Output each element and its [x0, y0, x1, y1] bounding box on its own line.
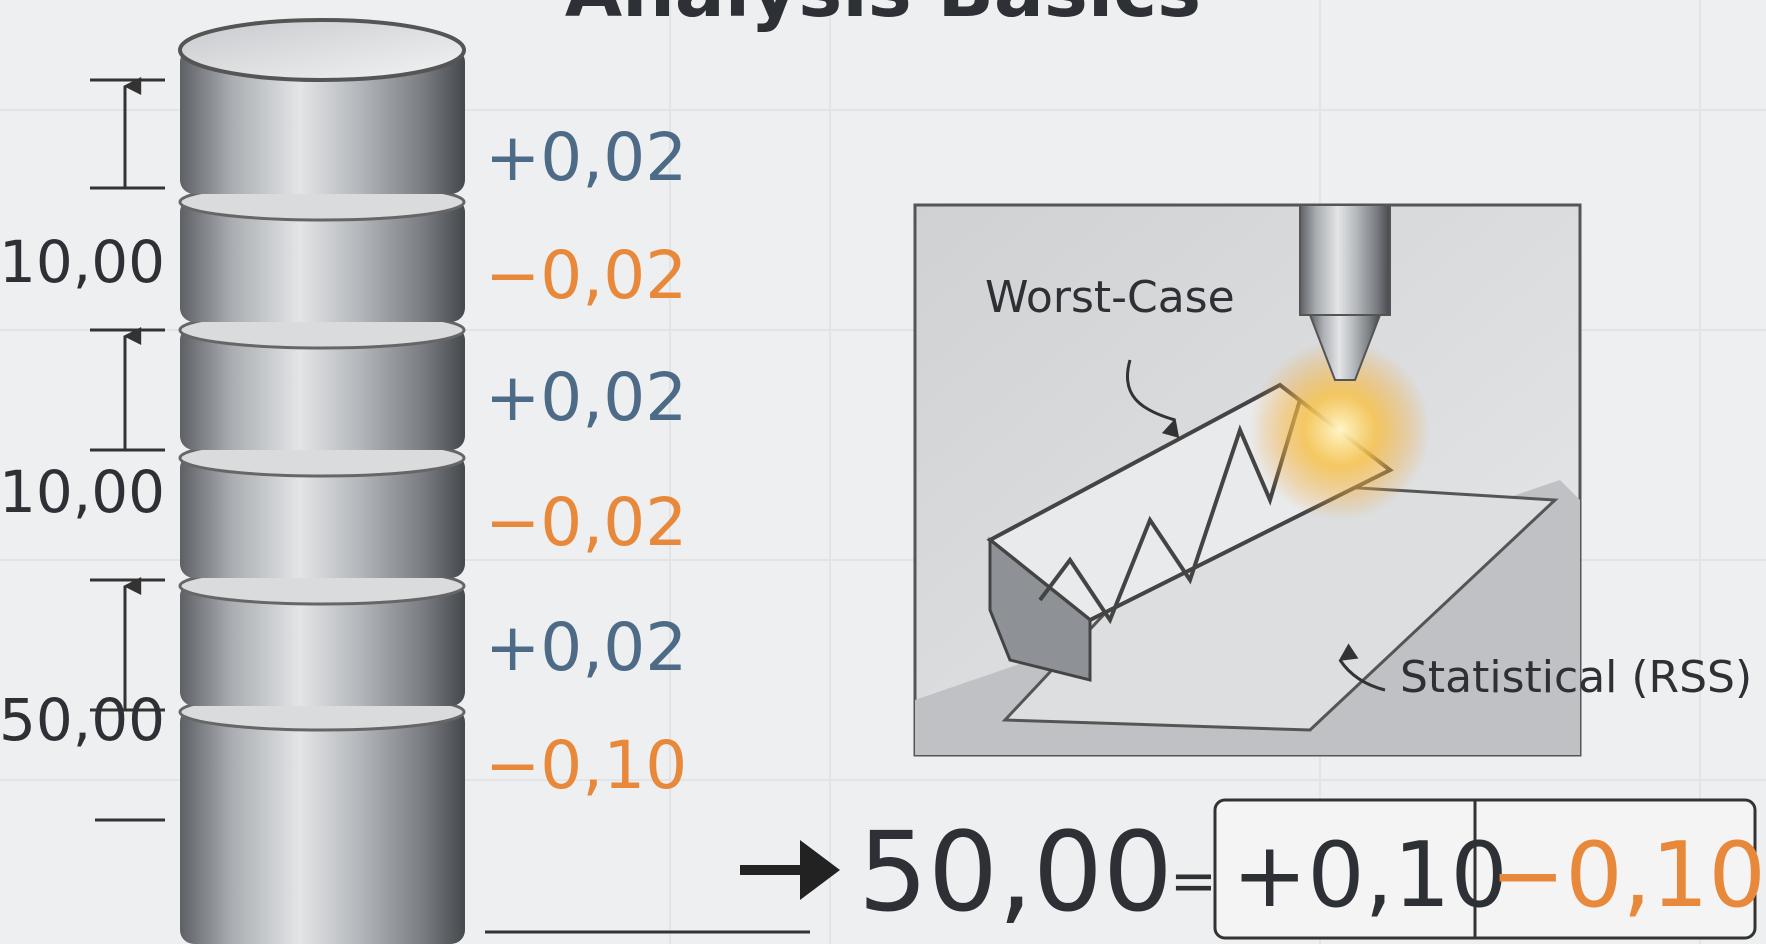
result-nominal: 50,00	[858, 808, 1173, 936]
diagram-label: Worst-Case	[985, 272, 1235, 323]
cylinder-stack	[180, 20, 465, 944]
result-plus: +0,10	[1232, 823, 1508, 928]
result-equals: =	[1170, 849, 1217, 914]
illustration: Analysis Basics 10,00 10,00 50,00 +0,02 …	[0, 0, 1766, 944]
tolerance-label: −0,02	[485, 237, 687, 314]
dimension-label: 10,00	[0, 458, 165, 526]
tolerance-label: +0,02	[485, 609, 687, 686]
tolerance-label: +0,02	[485, 359, 687, 436]
dimension-label: 10,00	[0, 228, 165, 296]
dimension-label: 50,00	[0, 686, 165, 754]
result-minus: −0,10	[1490, 823, 1766, 928]
title: Analysis Basics	[565, 0, 1201, 34]
diagram-label: Statistical (RSS)	[1400, 652, 1752, 703]
tolerance-label: −0,02	[485, 484, 687, 561]
tolerance-label: −0,10	[485, 727, 687, 804]
tolerance-label: +0,02	[485, 119, 687, 196]
result-arrow	[740, 840, 840, 900]
page: Analysis Basics 10,00 10,00 50,00 +0,02 …	[0, 0, 1766, 944]
